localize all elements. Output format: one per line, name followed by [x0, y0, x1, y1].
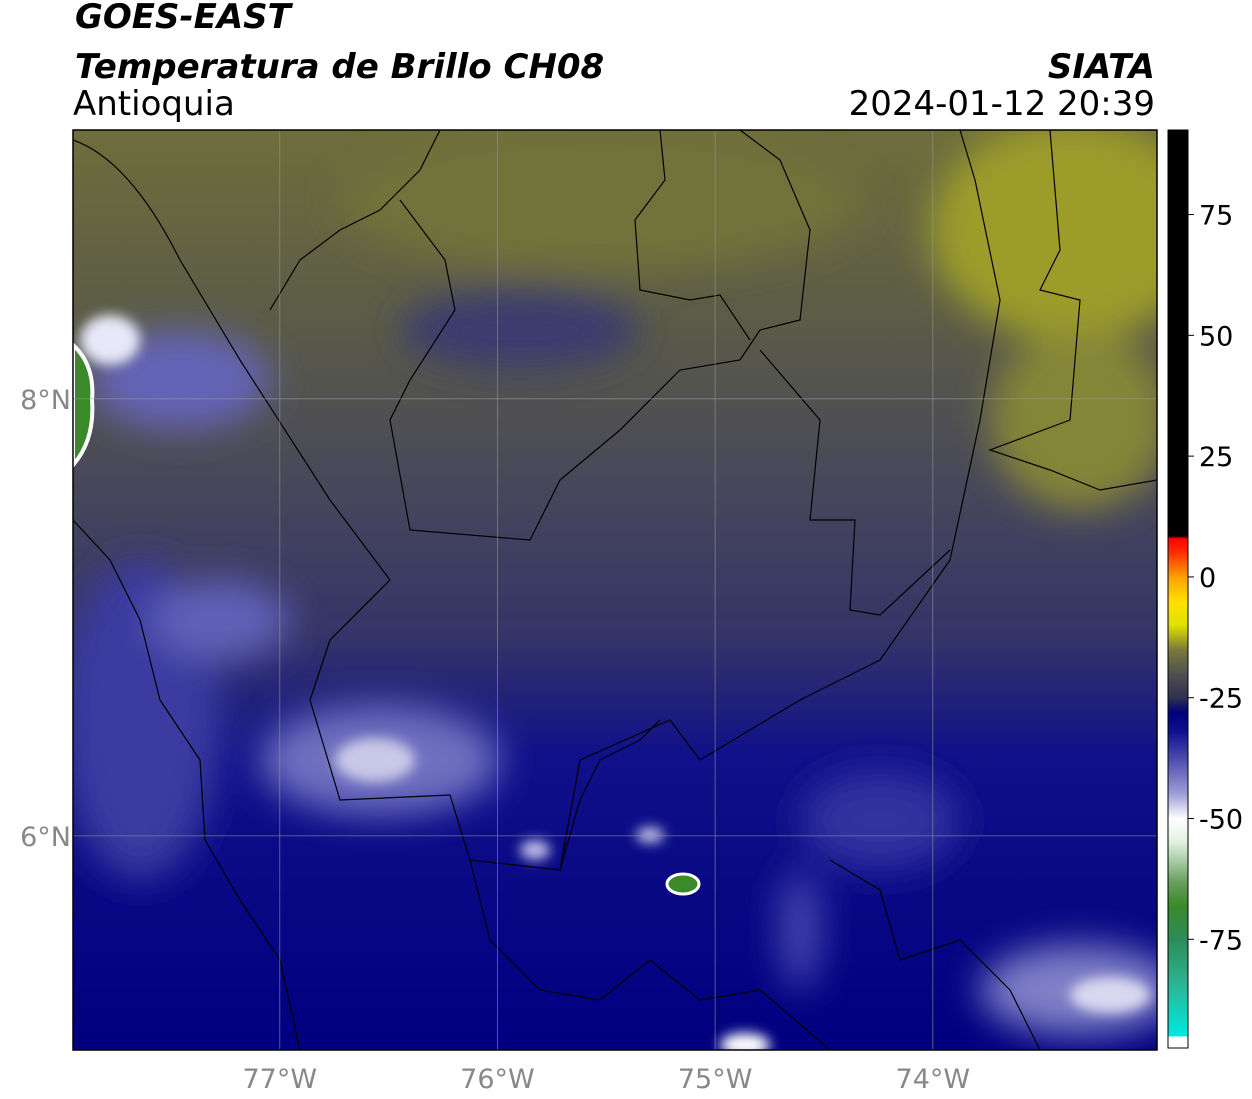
region: Antioquia: [73, 84, 235, 124]
title: GOES-EAST: [75, 0, 294, 37]
colorbar-segment: [1168, 601, 1188, 626]
colorbar-segment: [1168, 552, 1188, 578]
colorbar-segment: [1168, 535, 1188, 539]
colorbar-segment: [1168, 712, 1188, 733]
colorbar-segment: [1168, 818, 1188, 844]
colorbar-tick-label: 25: [1199, 442, 1233, 473]
lon-tick-label: 75°W: [678, 1064, 753, 1095]
colorbar-tick-label: 0: [1199, 563, 1216, 594]
lat-tick-label: 8°N: [20, 385, 71, 416]
timestamp: 2024-01-12 20:39: [849, 84, 1155, 124]
colorbar-segment: [1168, 881, 1188, 906]
colorbar: -75 -50 -25 0 25 50 75: [1167, 129, 1243, 1049]
colorbar-tick-label: 50: [1199, 321, 1233, 352]
colorbar-segment: [1168, 905, 1188, 940]
lon-tick-label: 76°W: [460, 1064, 535, 1095]
colorbar-segment: [1168, 697, 1188, 713]
colorbar-tick-label: -50: [1199, 805, 1243, 836]
colorbar-frame: [1167, 129, 1189, 1049]
colorbar-segment: [1168, 731, 1188, 762]
colorbar-segment: [1168, 649, 1188, 675]
map-frame: [72, 129, 1158, 1051]
colorbar-segment: [1168, 130, 1188, 537]
colorbar-segment: [1168, 673, 1188, 699]
colorbar-segment: [1168, 987, 1188, 1037]
colorbar-segment: [1168, 538, 1188, 554]
satellite-image: [73, 130, 1157, 1050]
colorbar-segment: [1168, 760, 1188, 795]
colorbar-segment: [1168, 939, 1188, 989]
subtitle: Temperatura de Brillo CH08: [75, 47, 604, 87]
colorbar-segment: [1168, 576, 1188, 602]
source: SIATA: [1048, 47, 1155, 87]
lon-tick-label: 77°W: [243, 1064, 318, 1095]
lat-tick-label: 6°N: [20, 822, 71, 853]
colorbar-segment: [1168, 1035, 1188, 1049]
lon-tick-label: 74°W: [896, 1064, 971, 1095]
colorbar-tick-label: 75: [1199, 201, 1233, 232]
colorbar-tick-label: -25: [1199, 684, 1243, 715]
colorbar-segment: [1168, 625, 1188, 650]
graticule: [73, 130, 1157, 1050]
colorbar-segment: [1168, 794, 1188, 819]
colorbar-segment: [1168, 842, 1188, 882]
colorbar-tick-label: -75: [1199, 925, 1243, 956]
